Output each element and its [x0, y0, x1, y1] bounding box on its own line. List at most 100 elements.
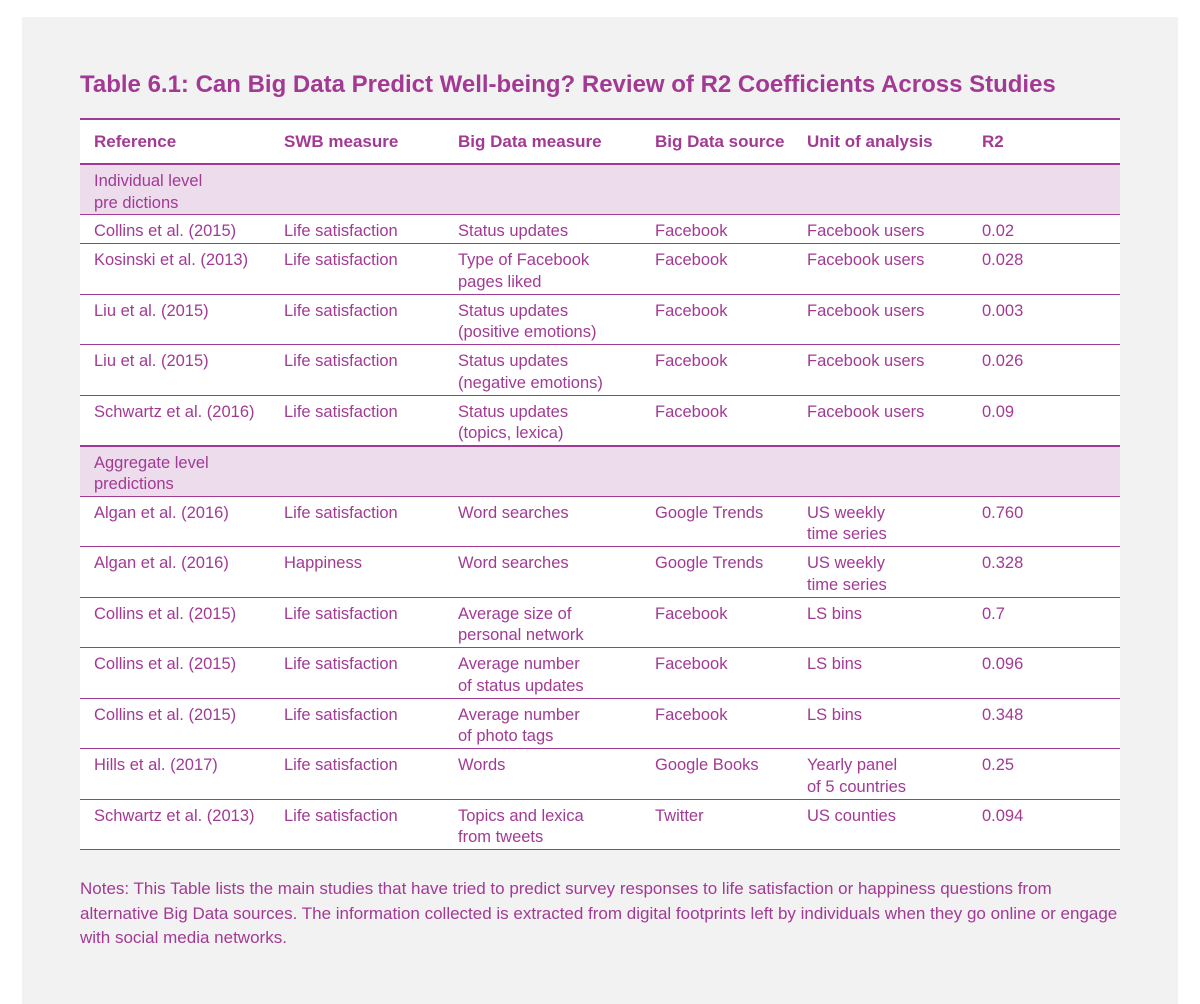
cell-big-data-source: Facebook: [655, 251, 728, 269]
table-row: Schwartz et al. (2016) Life satisfaction S…: [80, 395, 1120, 446]
cell-unit-of-analysis: LS bins: [807, 705, 863, 724]
section-row: Individual level pre dictions: [80, 164, 1120, 215]
cell-r2: 0.02: [982, 222, 1015, 240]
cell-big-data-source: Twitter: [655, 806, 704, 825]
cell-big-data-source: Facebook: [655, 604, 728, 623]
cell-big-data-measure: Status updates (topics, lexica): [458, 402, 569, 443]
cell-swb-measure: Life satisfaction: [284, 503, 398, 522]
table-notes: Notes: This Table lists the main studies…: [80, 879, 1118, 947]
cell-swb-measure: Life satisfaction: [284, 301, 398, 320]
cell-big-data-source: Facebook: [655, 222, 728, 240]
table-row: Schwartz et al. (2013) Life satisfaction T…: [80, 799, 1120, 850]
cell-big-data-measure: Words: [458, 756, 506, 774]
cell-big-data-source: Facebook: [655, 301, 728, 320]
table-body: Individual level pre dictions Collins et …: [80, 164, 1120, 850]
document-panel: Table 6.1: Can Big Data Predict Well-bei…: [22, 17, 1178, 1004]
cell-r2: 0.328: [982, 554, 1024, 572]
cell-big-data-source: Facebook: [655, 352, 728, 370]
cell-big-data-source: Google Books: [655, 756, 759, 774]
header-big-data-source: Big Data source: [655, 131, 785, 151]
cell-big-data-measure: Word searches: [458, 503, 569, 522]
table-row: Algan et al. (2016) Happiness Word searche…: [80, 547, 1120, 597]
section-label: Aggregate level predictions: [94, 453, 209, 494]
cell-unit-of-analysis: Facebook users: [807, 222, 925, 240]
cell-r2: 0.096: [982, 655, 1024, 673]
cell-swb-measure: Happiness: [284, 554, 362, 572]
cell-reference: Schwartz et al. (2016): [94, 402, 255, 421]
cell-reference: Liu et al. (2015): [94, 352, 209, 370]
header-reference: Reference: [94, 131, 177, 151]
cell-swb-measure: Life satisfaction: [284, 251, 398, 269]
cell-reference: Algan et al. (2016): [94, 554, 229, 572]
table-row: Liu et al. (2015) Life satisfaction Status…: [80, 294, 1120, 345]
cell-swb-measure: Life satisfaction: [284, 705, 398, 724]
cell-reference: Collins et al. (2015): [94, 222, 237, 240]
cell-big-data-source: Google Trends: [655, 554, 764, 572]
table-row: Collins et al. (2015) Life satisfaction Av…: [80, 597, 1120, 648]
cell-unit-of-analysis: Facebook users: [807, 301, 925, 320]
cell-big-data-measure: Word searches: [458, 554, 569, 572]
cell-r2: 0.25: [982, 756, 1015, 774]
cell-big-data-measure: Status updates (positive emotions): [458, 301, 597, 342]
cell-reference: Collins et al. (2015): [94, 655, 237, 673]
cell-swb-measure: Life satisfaction: [284, 402, 398, 421]
cell-r2: 0.348: [982, 705, 1024, 724]
table-row: Liu et al. (2015) Life satisfaction Status…: [80, 345, 1120, 395]
cell-swb-measure: Life satisfaction: [284, 756, 398, 774]
cell-reference: Collins et al. (2015): [94, 604, 237, 623]
cell-reference: Hills et al. (2017): [94, 756, 218, 774]
cell-big-data-measure: Average number of status updates: [458, 655, 584, 695]
table-row: Hills et al. (2017) Life satisfaction Word…: [80, 749, 1120, 799]
cell-unit-of-analysis: US weekly time series: [807, 554, 887, 594]
cell-big-data-measure: Average size of personal network: [458, 604, 584, 645]
table-header-row: Reference SWB measure Big Data measure B…: [80, 119, 1120, 164]
cell-reference: Collins et al. (2015): [94, 705, 237, 724]
cell-swb-measure: Life satisfaction: [284, 352, 398, 370]
cell-unit-of-analysis: Facebook users: [807, 402, 925, 421]
table-row: Collins et al. (2015) Life satisfaction Av…: [80, 648, 1120, 698]
r2-table: Reference SWB measure Big Data measure B…: [80, 118, 1120, 850]
cell-swb-measure: Life satisfaction: [284, 655, 398, 673]
table-row: Kosinski et al. (2013) Life satisfaction T…: [80, 244, 1120, 294]
cell-reference: Liu et al. (2015): [94, 301, 209, 320]
cell-unit-of-analysis: US weekly time series: [807, 503, 887, 544]
cell-unit-of-analysis: Facebook users: [807, 251, 925, 269]
cell-unit-of-analysis: LS bins: [807, 604, 863, 623]
section-row: Aggregate level predictions: [80, 445, 1120, 496]
cell-reference: Schwartz et al. (2013): [94, 806, 255, 825]
cell-swb-measure: Life satisfaction: [284, 806, 398, 825]
section-label: Individual level pre dictions: [94, 172, 203, 212]
cell-swb-measure: Life satisfaction: [284, 222, 398, 240]
table-row: Algan et al. (2016) Life satisfaction Word…: [80, 496, 1120, 547]
table-container: Reference SWB measure Big Data measure B…: [80, 118, 1120, 850]
table-title: Table 6.1: Can Big Data Predict Well-bei…: [80, 71, 1056, 98]
cell-r2: 0.028: [982, 251, 1024, 269]
cell-r2: 0.094: [982, 806, 1024, 825]
cell-swb-measure: Life satisfaction: [284, 604, 398, 623]
header-unit-of-analysis: Unit of analysis: [807, 131, 933, 151]
header-swb-measure: SWB measure: [284, 131, 399, 151]
cell-unit-of-analysis: Facebook users: [807, 352, 925, 370]
cell-r2: 0.003: [982, 301, 1024, 320]
cell-big-data-source: Google Trends: [655, 503, 764, 522]
cell-reference: Kosinski et al. (2013): [94, 251, 249, 269]
cell-big-data-source: Facebook: [655, 655, 728, 673]
header-big-data-measure: Big Data measure: [458, 131, 602, 151]
cell-big-data-source: Facebook: [655, 705, 728, 724]
cell-reference: Algan et al. (2016): [94, 503, 229, 522]
cell-big-data-measure: Status updates (negative emotions): [458, 352, 603, 392]
cell-unit-of-analysis: US counties: [807, 806, 896, 825]
cell-big-data-measure: Topics and lexica from tweets: [458, 806, 584, 847]
cell-unit-of-analysis: Yearly panel of 5 countries: [807, 756, 907, 796]
cell-r2: 0.026: [982, 352, 1024, 370]
cell-big-data-measure: Status updates: [458, 222, 569, 240]
cell-r2: 0.09: [982, 402, 1015, 421]
cell-r2: 0.760: [982, 503, 1024, 522]
table-row: Collins et al. (2015) Life satisfaction St…: [80, 215, 1120, 244]
header-r2: R2: [982, 131, 1004, 151]
table-row: Collins et al. (2015) Life satisfaction Av…: [80, 698, 1120, 749]
cell-big-data-source: Facebook: [655, 402, 728, 421]
cell-big-data-measure: Average number of photo tags: [458, 705, 580, 746]
cell-r2: 0.7: [982, 604, 1005, 623]
cell-big-data-measure: Type of Facebook pages liked: [458, 251, 590, 291]
